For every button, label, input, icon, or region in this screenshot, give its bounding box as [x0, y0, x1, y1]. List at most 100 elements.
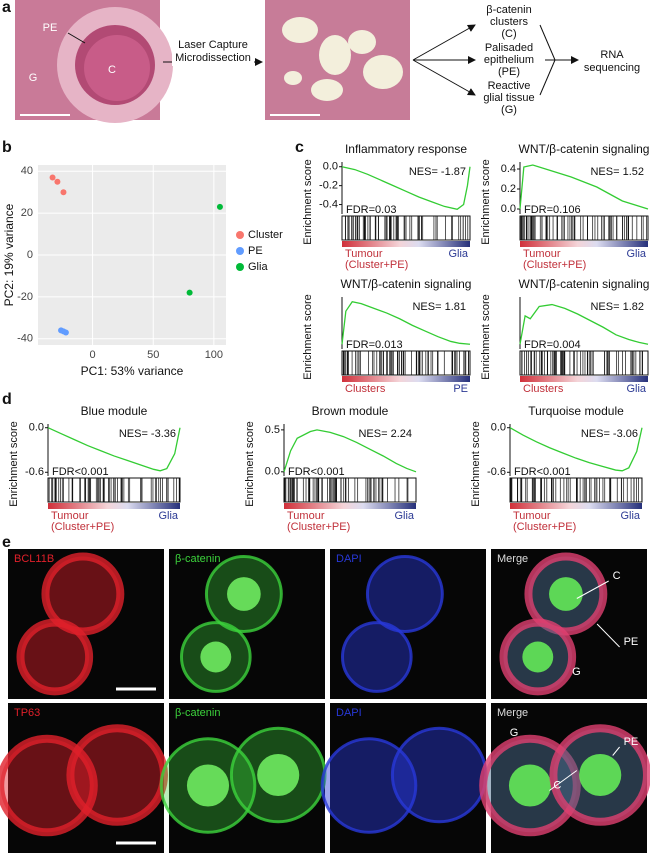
chart-title: Turquoise module	[528, 404, 624, 418]
y-tick-label: 0.0	[265, 466, 280, 478]
barcode-frame	[509, 477, 643, 503]
fdr-annotation: FDR<0.001	[288, 466, 345, 478]
legend-swatch	[236, 247, 244, 255]
fdr-annotation: FDR=0.004	[524, 339, 581, 351]
chart-title: WNT/β-catenin signaling	[519, 142, 650, 156]
legend-swatch	[236, 231, 244, 239]
y-tick-label: 0	[27, 249, 33, 261]
channel-label: Merge	[497, 707, 528, 719]
point	[186, 289, 193, 296]
y-axis-label: Enrichment score	[480, 159, 492, 245]
channel-label: DAPI	[336, 707, 362, 719]
y-axis-label: Enrichment score	[302, 159, 314, 245]
enrichment-line	[509, 427, 643, 472]
right-label: Glia	[158, 510, 178, 522]
y-tick-label: -0.2	[319, 180, 338, 192]
region-label: C	[613, 570, 621, 582]
barcode-frame	[341, 350, 471, 376]
image-label: PE	[43, 22, 58, 34]
enrichment-line	[341, 166, 471, 210]
enrichment-line	[519, 303, 649, 345]
y-tick-label: -0.6	[25, 466, 44, 478]
channel-label: DAPI	[336, 553, 362, 565]
microdissected-image	[265, 0, 410, 120]
fdr-annotation: FDR<0.001	[52, 466, 109, 478]
left-label: Tumour	[345, 248, 383, 260]
y-tick-label: 0.0	[29, 422, 44, 434]
pointer	[596, 623, 620, 648]
rank-gradient	[48, 503, 180, 509]
step-box	[172, 36, 254, 66]
output-text: Palisaded	[485, 42, 533, 54]
y-tick-label: 20	[21, 207, 33, 219]
tissue-blob	[16, 618, 94, 696]
legend-label: Glia	[248, 261, 268, 273]
panel-label: a	[2, 0, 11, 16]
x-tick-label: 50	[147, 349, 159, 361]
nes-annotation: NES= -3.06	[581, 428, 638, 440]
pointer	[576, 580, 609, 599]
left-label: Tumour	[51, 510, 89, 522]
final-text: sequencing	[584, 62, 640, 74]
output-text: (PE)	[498, 66, 520, 78]
chart-title: WNT/β-catenin signaling	[341, 277, 472, 291]
y-tick-label: 0.0	[501, 203, 516, 215]
y-tick-label: -40	[17, 333, 33, 345]
left-label: (Cluster+PE)	[345, 259, 408, 271]
region-label: PE	[624, 636, 639, 648]
y-axis-label: Enrichment score	[470, 421, 482, 507]
output-text: clusters	[490, 16, 528, 28]
y-tick-label: 0.0	[323, 161, 338, 173]
nes-annotation: NES= -3.36	[119, 428, 176, 440]
pointer	[549, 770, 578, 791]
right-label: Glia	[626, 248, 646, 260]
region-label: G	[510, 727, 519, 739]
tissue-core	[186, 764, 230, 807]
nes-annotation: NES= 2.24	[358, 428, 412, 440]
chart-title: Brown module	[312, 404, 389, 418]
tissue-blob	[390, 726, 488, 824]
point	[60, 189, 67, 196]
y-tick-label: 40	[21, 165, 33, 177]
channel-label: Merge	[497, 553, 528, 565]
y-axis-label: Enrichment score	[244, 421, 256, 507]
tissue-blob	[320, 737, 418, 834]
nes-annotation: NES= 1.82	[590, 301, 644, 313]
tissue-core	[227, 577, 261, 611]
barcode-frame	[519, 350, 649, 376]
rank-gradient	[342, 241, 470, 247]
left-label: (Cluster+PE)	[523, 259, 586, 271]
y-tick-label: 0.5	[265, 424, 280, 436]
tissue-core	[200, 641, 232, 673]
enrichment-line	[47, 427, 181, 472]
enrichment-line	[341, 301, 471, 345]
final-text: RNA	[600, 49, 624, 61]
panel-label: b	[2, 139, 12, 156]
image-label: G	[29, 72, 38, 84]
rank-gradient	[284, 503, 416, 509]
y-tick-label: 0.0	[491, 422, 506, 434]
left-label: Tumour	[287, 510, 325, 522]
barcode	[283, 478, 409, 502]
y-tick-label: -20	[17, 291, 33, 303]
chart-title: WNT/β-catenin signaling	[519, 277, 650, 291]
tissue-core	[579, 753, 622, 797]
left-label: (Cluster+PE)	[513, 521, 576, 533]
output-text: Reactive	[488, 80, 531, 92]
barcode	[344, 216, 469, 240]
tissue-image	[15, 0, 173, 123]
pointer	[612, 746, 620, 756]
right-label: Glia	[394, 510, 414, 522]
left-label: (Cluster+PE)	[287, 521, 350, 533]
output-text: (G)	[501, 104, 517, 116]
channel-label: β-catenin	[175, 707, 220, 719]
left-label: Tumour	[513, 510, 551, 522]
panel-label: d	[2, 391, 12, 408]
region-label: C	[553, 779, 561, 791]
barcode	[519, 216, 647, 240]
legend-label: PE	[248, 245, 263, 257]
x-axis-label: PC1: 53% variance	[81, 364, 184, 378]
fdr-annotation: FDR<0.001	[514, 466, 571, 478]
output-text: epithelium	[484, 54, 534, 66]
barcode-frame	[283, 477, 417, 503]
